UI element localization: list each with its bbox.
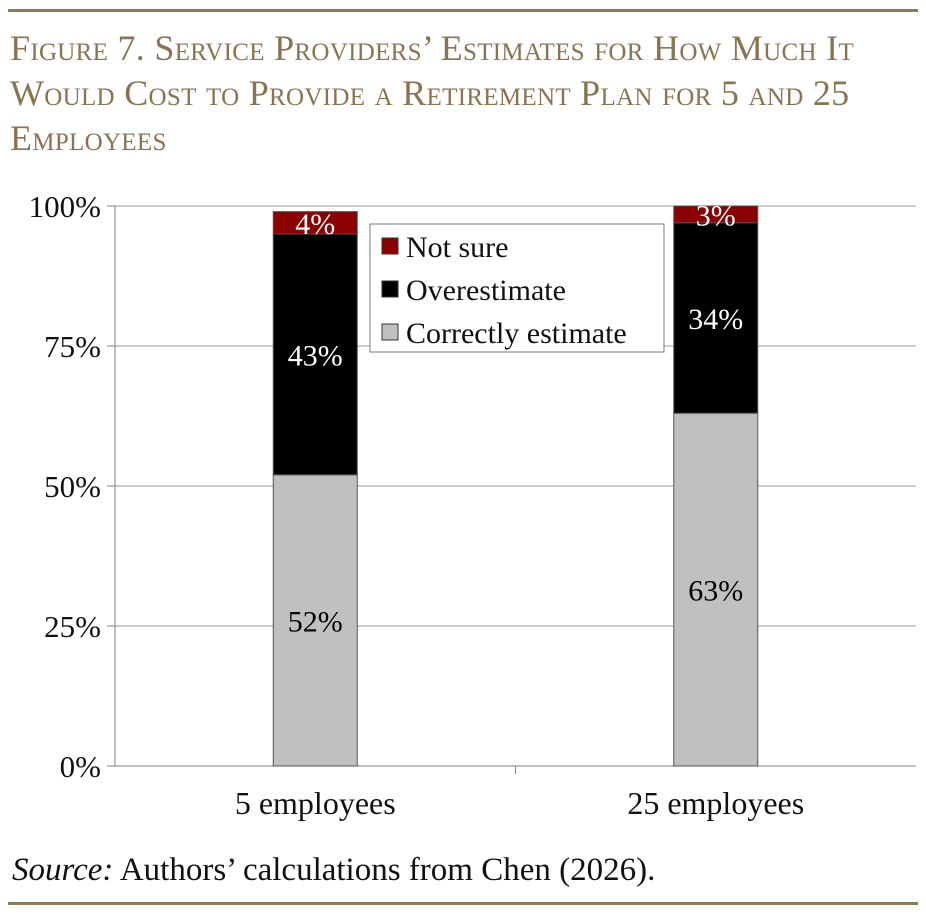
legend-label: Overestimate: [406, 274, 566, 307]
legend-label: Correctly estimate: [406, 317, 627, 350]
data-label: 52%: [288, 605, 343, 638]
data-label: 63%: [688, 575, 743, 608]
bar-overestimate: [673, 222, 759, 414]
y-tick-label: 75%: [44, 329, 101, 364]
legend: Not sure Overestimate Correctly estimate: [369, 223, 665, 353]
bar-not-sure: [673, 205, 759, 224]
legend-box: [369, 223, 665, 353]
y-tick-label: 0%: [60, 749, 101, 784]
bar-correctly-estimate: [272, 474, 358, 767]
y-tick-label: 100%: [29, 190, 101, 224]
legend-swatch: [381, 280, 399, 298]
bar-not-sure: [272, 211, 358, 235]
x-tick-label: 25 employees: [627, 785, 804, 821]
data-label: 4%: [295, 208, 335, 241]
source-note: Source: Authors’ calculations from Chen …: [12, 852, 655, 889]
data-label: 34%: [688, 303, 743, 336]
legend-swatch: [381, 323, 399, 341]
bar-correctly-estimate: [673, 412, 759, 767]
source-label: Source:: [12, 852, 114, 888]
y-tick-label: 25%: [44, 609, 101, 644]
bar-overestimate: [272, 233, 358, 476]
x-tick-label: 5 employees: [235, 785, 396, 821]
bars: [272, 205, 759, 767]
data-label: 43%: [288, 339, 343, 372]
y-tick-label: 50%: [44, 469, 101, 504]
legend-label: Not sure: [406, 231, 508, 264]
source-text: Authors’ calculations from Chen (2026).: [113, 852, 656, 888]
data-labels: 52% 43% 4% 63% 34% 3%: [288, 199, 744, 638]
data-label: 3%: [696, 199, 736, 232]
axes: 0% 25% 50% 75% 100% 5 employees 25 employees: [29, 190, 916, 821]
bottom-rule: [8, 902, 918, 905]
stacked-bar-chart: 0% 25% 50% 75% 100% 5 employees 25 employees 5…: [29, 190, 916, 821]
figure-title: Figure 7. Service Providers’ Estimates f…: [10, 28, 855, 158]
top-rule: [8, 9, 918, 12]
legend-swatch: [381, 237, 399, 255]
